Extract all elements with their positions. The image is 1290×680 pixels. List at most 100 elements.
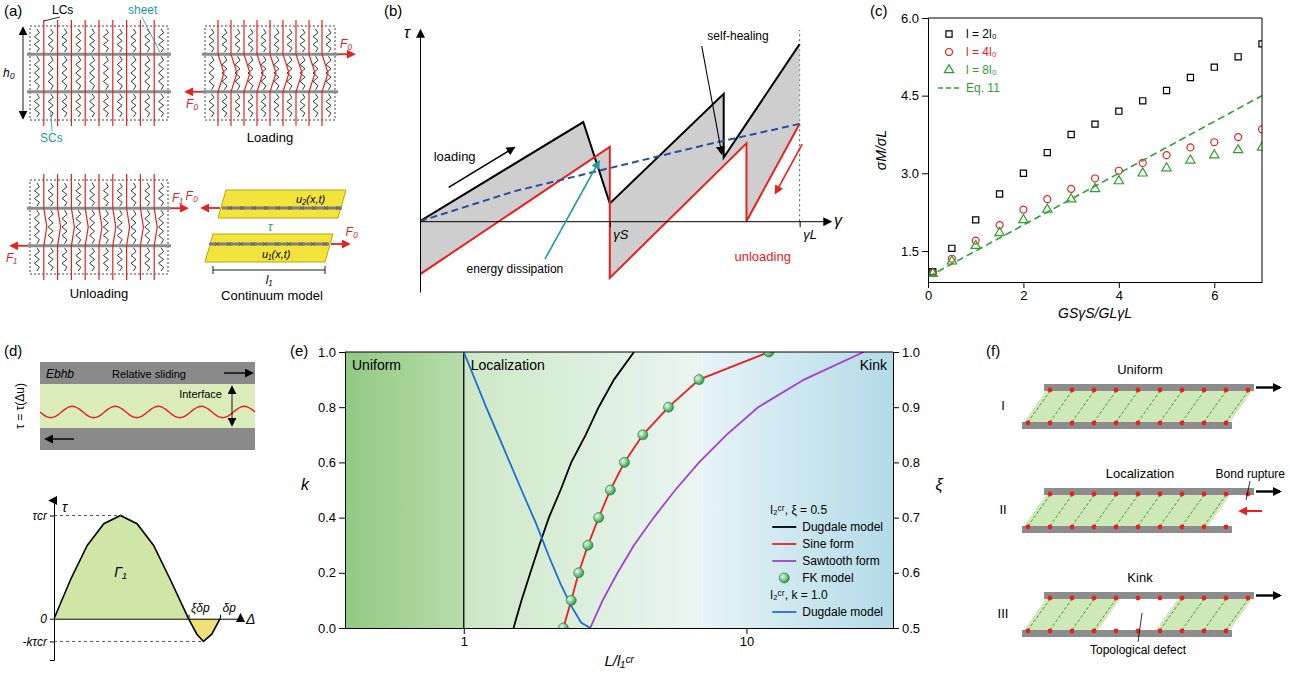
tick-mark <box>189 615 190 619</box>
node <box>299 242 303 246</box>
layer <box>40 362 255 384</box>
legend-label: Eq. 11 <box>966 81 1000 95</box>
lc <box>71 20 72 126</box>
atom <box>1180 629 1185 634</box>
tick-mark <box>610 221 611 227</box>
annotation: energy dissipation <box>467 262 564 276</box>
bond <box>1226 599 1248 630</box>
atom <box>1180 525 1185 530</box>
tick-label: 10 <box>740 634 754 649</box>
point <box>1140 98 1146 104</box>
tick: 0.0 <box>318 621 345 636</box>
spring <box>131 94 136 117</box>
panel-label: (c) <box>870 2 888 19</box>
annotation: loading <box>434 149 476 164</box>
point <box>1020 170 1026 176</box>
spring <box>159 29 164 52</box>
tick-mark <box>922 18 928 19</box>
lc <box>57 20 58 126</box>
arrow <box>338 53 354 55</box>
spring <box>90 210 95 244</box>
bond <box>1204 599 1226 630</box>
tick-mark <box>893 352 899 353</box>
point <box>1163 152 1170 159</box>
node <box>312 206 316 210</box>
x-axis: γSγL <box>421 221 831 242</box>
spring <box>103 248 108 271</box>
spring <box>159 94 164 117</box>
bond <box>1160 599 1182 630</box>
tick-mark <box>893 628 899 629</box>
interface <box>1024 599 1120 630</box>
spring <box>159 248 164 271</box>
atom <box>1048 388 1053 393</box>
spring <box>76 183 81 206</box>
point <box>694 375 704 385</box>
label: l₁ <box>266 273 273 287</box>
legend-title: l₂ᶜʳ, ξ = 0.5 <box>770 503 827 517</box>
leader-line <box>44 17 60 21</box>
tick-mark <box>339 573 345 574</box>
lc <box>99 174 102 280</box>
plot-area <box>420 44 800 278</box>
dissipation-area <box>420 44 800 278</box>
spring <box>131 183 136 206</box>
leader-line <box>51 112 52 131</box>
region-boundary <box>463 352 464 628</box>
axis-line <box>50 501 55 661</box>
layer <box>205 234 333 262</box>
tick: 1.0 <box>318 345 345 360</box>
spring <box>145 210 150 244</box>
point <box>996 191 1002 197</box>
series-line <box>464 352 590 628</box>
sheet <box>209 243 329 246</box>
bond <box>1094 599 1116 630</box>
tick-label: 0.4 <box>318 510 336 525</box>
x-axis: 0246 <box>925 282 1263 303</box>
tick: δp <box>221 601 237 619</box>
dimension-line <box>213 270 325 271</box>
tick-mark <box>893 518 899 519</box>
legend-title: l₂ᶜʳ, k = 1.0 <box>770 588 828 602</box>
plot-area <box>54 515 220 641</box>
point <box>995 227 1004 235</box>
label: F₀ <box>346 225 358 239</box>
figure: (a)LCssheeth₀SCsF₀F₀LoadingF₁F₁Unloading… <box>0 0 1290 680</box>
legend-symbol <box>946 31 952 37</box>
spring <box>300 29 305 52</box>
point <box>1043 204 1052 212</box>
guide-line <box>54 641 203 642</box>
spring <box>117 29 122 52</box>
tick-label: 0.8 <box>902 455 920 470</box>
bond <box>1050 495 1072 526</box>
lc <box>322 20 328 126</box>
axis-line <box>893 353 894 629</box>
atom <box>1114 629 1119 634</box>
node <box>228 206 232 210</box>
point <box>1114 176 1123 184</box>
atom <box>1092 596 1097 601</box>
point <box>1211 139 1218 146</box>
arrow <box>702 46 722 153</box>
node <box>311 242 315 246</box>
arrow <box>331 243 349 245</box>
tick-label: 2 <box>1020 288 1027 303</box>
interface <box>1024 391 1252 422</box>
spring <box>209 94 214 117</box>
legend-label: Dugdale model <box>802 520 883 534</box>
tick-mark <box>746 628 747 634</box>
atom <box>1092 629 1097 634</box>
dimension-line <box>213 266 214 274</box>
spring <box>34 210 39 244</box>
spring <box>326 29 331 52</box>
plot-area <box>345 352 893 628</box>
point <box>1259 126 1262 133</box>
atom <box>1048 525 1053 530</box>
spring <box>131 56 136 90</box>
axis-title: τ <box>404 24 411 41</box>
lc <box>98 20 99 126</box>
point <box>947 256 956 264</box>
point <box>764 352 774 357</box>
label: Kink <box>1127 570 1153 585</box>
spring <box>34 29 39 52</box>
